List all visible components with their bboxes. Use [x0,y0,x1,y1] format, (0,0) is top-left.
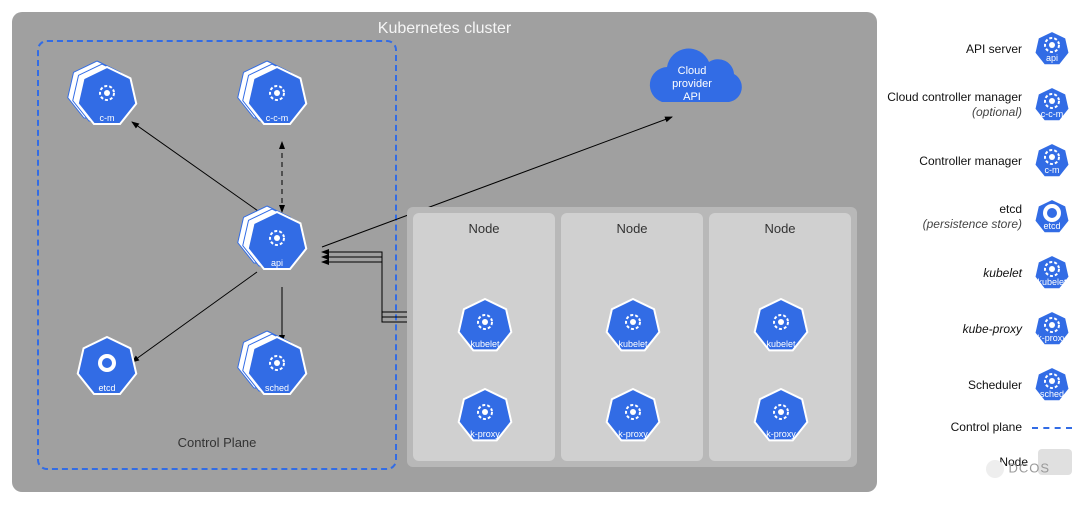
legend-hept-icon: etcd [1032,196,1072,238]
hept-kproxy: k-proxy [607,389,660,440]
control-plane-box: Control Plane [37,40,397,470]
legend-row-6: Scheduler sched [882,364,1072,406]
legend-label: Controller manager [919,154,1022,169]
svg-text:etcd: etcd [1043,221,1060,231]
legend-label: API server [966,42,1022,57]
hept-kubelet: kubelet [755,299,808,350]
legend-hept-icon: api [1032,28,1072,70]
svg-text:k-proxy: k-proxy [470,429,500,439]
legend-hept-icon: sched [1032,364,1072,406]
svg-text:k-proxy: k-proxy [1037,333,1067,343]
svg-text:kubelet: kubelet [618,339,648,349]
legend-label: Scheduler [968,378,1022,393]
control-plane-label: Control Plane [178,435,257,450]
legend: API server api Cloud controller manager(op… [882,28,1072,489]
legend-hept-icon: k-proxy [1032,308,1072,350]
svg-text:kubelet: kubelet [1037,277,1067,287]
svg-text:provider: provider [672,78,712,90]
legend-label: Control plane [951,420,1022,435]
legend-row-7: Control plane [882,420,1072,435]
legend-label: etcd(persistence store) [923,202,1022,232]
legend-label: kube-proxy [963,322,1022,337]
cluster-title: Kubernetes cluster [378,20,511,38]
legend-hept-icon: c-m [1032,140,1072,182]
legend-row-0: API server api [882,28,1072,70]
svg-text:k-proxy: k-proxy [618,429,648,439]
node-0: Node kubelet k-proxy [413,213,555,461]
hept-kproxy: k-proxy [755,389,808,440]
legend-label: Cloud controller manager(optional) [887,90,1022,120]
node-2: Node kubelet k-proxy [709,213,851,461]
watermark: DCOS [986,460,1050,478]
hept-kubelet: kubelet [459,299,512,350]
cloud-icon: Cloud provider API [650,49,742,103]
hept-kubelet: kubelet [607,299,660,350]
cpline-icon [1032,427,1072,429]
svg-text:api: api [1046,53,1058,63]
legend-row-5: kube-proxy k-proxy [882,308,1072,350]
node-label: Node [561,221,703,236]
svg-text:k-proxy: k-proxy [766,429,796,439]
node-label: Node [413,221,555,236]
cluster-box: Kubernetes cluster Control Plane c-mc-c-… [12,12,877,492]
nodes-box: Node kubelet k-proxyNode kubelet k-proxy… [407,207,857,467]
hept-kproxy: k-proxy [459,389,512,440]
svg-text:sched: sched [1040,389,1064,399]
svg-text:kubelet: kubelet [470,339,500,349]
legend-row-4: kubelet kubelet [882,252,1072,294]
svg-text:kubelet: kubelet [766,339,796,349]
legend-label: kubelet [983,266,1022,281]
svg-text:c-c-m: c-c-m [1041,109,1064,119]
legend-row-3: etcd(persistence store) etcd [882,196,1072,238]
svg-text:c-m: c-m [1045,165,1060,175]
legend-row-1: Cloud controller manager(optional) c-c-m [882,84,1072,126]
svg-text:Cloud: Cloud [678,65,707,77]
svg-text:API: API [683,91,701,103]
node-label: Node [709,221,851,236]
legend-hept-icon: kubelet [1032,252,1072,294]
legend-hept-icon: c-c-m [1032,84,1072,126]
node-1: Node kubelet k-proxy [561,213,703,461]
legend-row-2: Controller manager c-m [882,140,1072,182]
